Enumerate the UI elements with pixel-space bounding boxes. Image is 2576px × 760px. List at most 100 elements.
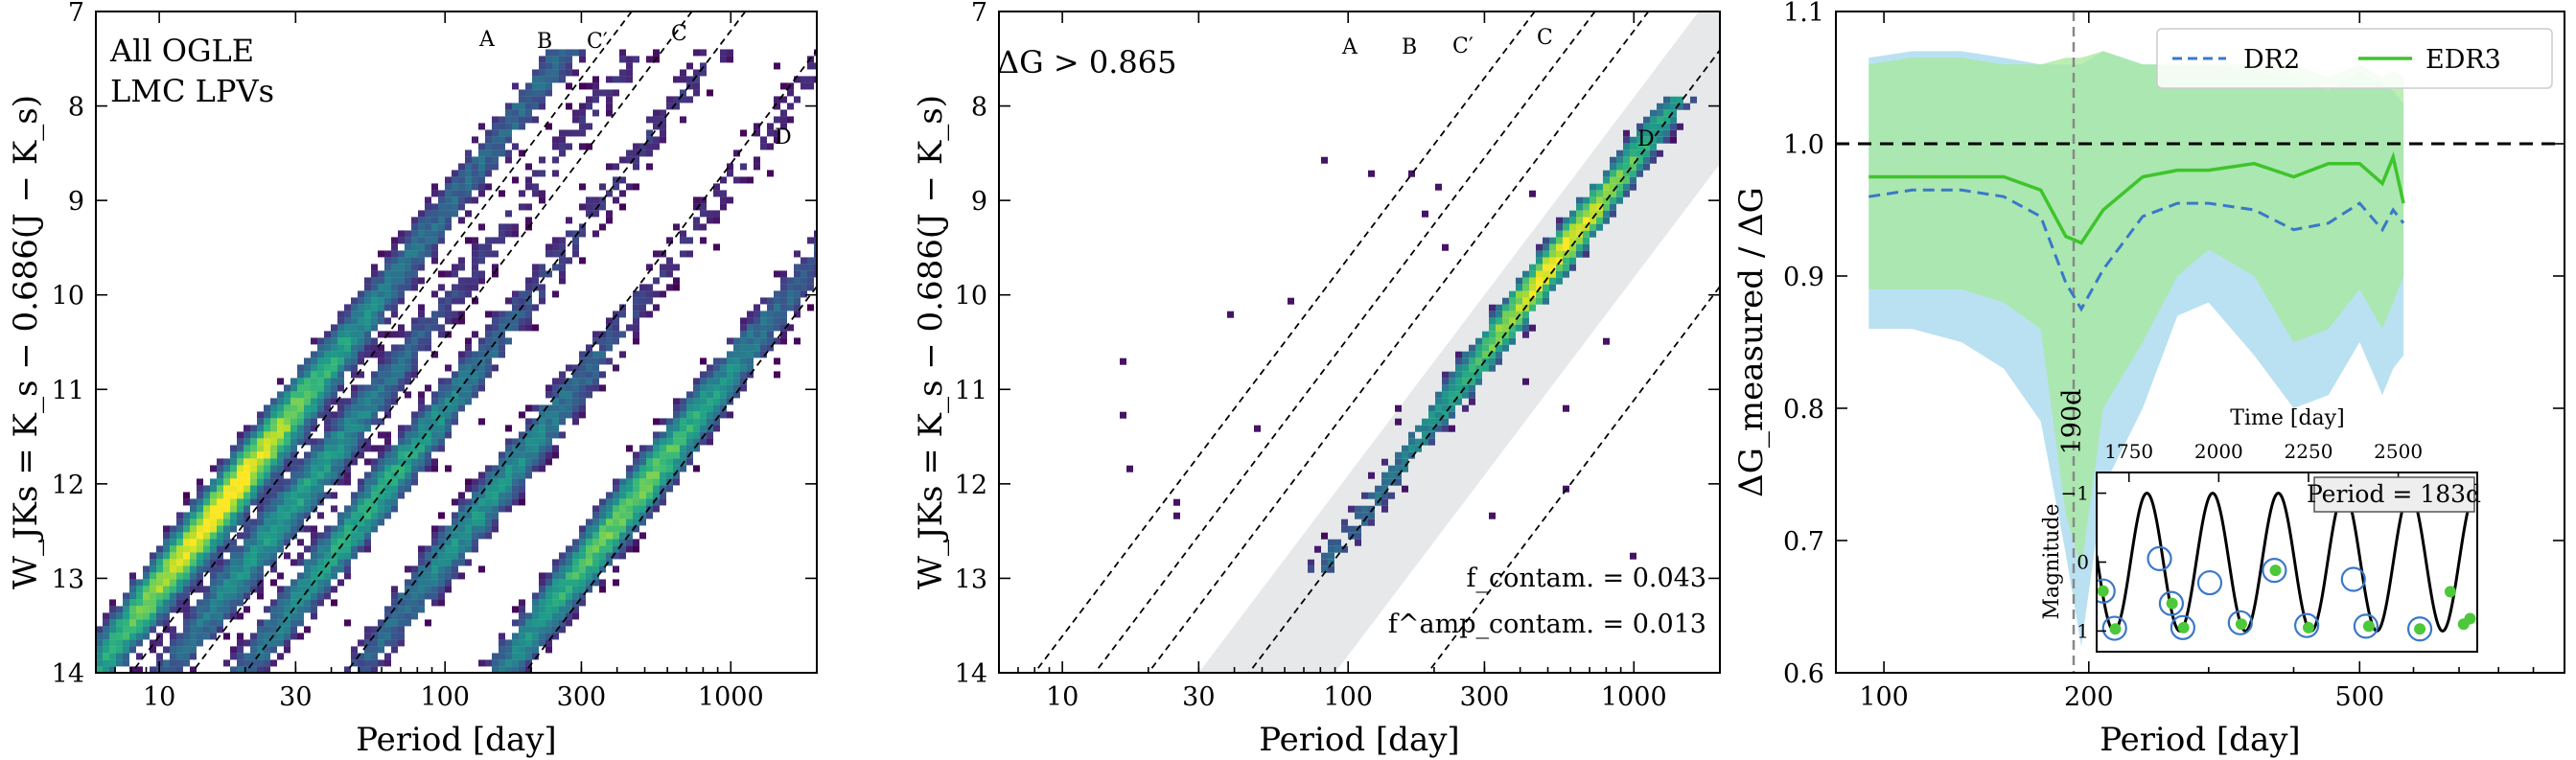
left-heatmap-cell xyxy=(485,518,492,526)
left-heatmap-cell xyxy=(552,156,559,164)
left-heatmap-cell xyxy=(190,505,197,513)
left-heatmap-cell xyxy=(559,76,566,83)
left-heatmap-cell xyxy=(566,56,572,63)
left-heatmap-cell xyxy=(572,612,579,620)
left-heatmap-cell xyxy=(613,498,619,506)
left-heatmap-cell xyxy=(324,451,331,459)
left-heatmap-cell xyxy=(452,284,458,291)
left-heatmap-cell xyxy=(525,633,532,640)
left-heatmap-cell xyxy=(545,82,552,90)
left-heatmap-cell xyxy=(646,478,653,486)
left-heatmap-cell xyxy=(720,384,727,392)
left-heatmap-cell xyxy=(613,552,619,560)
left-heatmap-cell xyxy=(197,498,203,506)
left-heatmap-cell xyxy=(438,378,445,385)
left-heatmap-cell xyxy=(223,465,230,472)
left-heatmap-cell xyxy=(579,579,586,587)
left-heatmap-cell xyxy=(364,297,371,305)
middle-heatmap-cell xyxy=(1368,518,1375,526)
middle-heatmap-cell xyxy=(1522,324,1529,332)
left-heatmap-cell xyxy=(666,458,673,466)
left-heatmap-cell xyxy=(425,384,431,392)
left-heatmap-cell xyxy=(223,606,230,613)
left-heatmap-cell xyxy=(250,552,257,560)
right-x-tick-label: 200 xyxy=(2064,682,2114,712)
left-heatmap-cell xyxy=(311,425,317,432)
left-heatmap-cell xyxy=(512,82,519,90)
left-heatmap-cell xyxy=(646,150,653,157)
left-heatmap-cell xyxy=(478,364,485,372)
left-heatmap-cell xyxy=(452,190,458,197)
left-heatmap-cell xyxy=(478,270,485,278)
left-heatmap-cell xyxy=(123,653,129,660)
middle-heatmap-cell xyxy=(1670,129,1677,137)
left-heatmap-cell xyxy=(492,150,499,157)
left-heatmap-cell xyxy=(277,639,284,647)
left-sequence-label-0: A xyxy=(478,28,496,52)
left-heatmap-cell xyxy=(633,498,639,506)
left-heatmap-cell xyxy=(733,371,740,379)
middle-heatmap-cell xyxy=(1368,505,1375,513)
middle-heatmap-cell xyxy=(1630,552,1636,560)
left-heatmap-cell xyxy=(264,606,270,613)
middle-heatmap-cell xyxy=(1549,284,1556,291)
left-heatmap-cell xyxy=(619,512,626,519)
left-heatmap-cell xyxy=(311,384,317,392)
left-heatmap-cell xyxy=(579,525,586,533)
left-heatmap-cell xyxy=(217,579,223,587)
left-heatmap-cell xyxy=(418,572,425,580)
middle-heatmap-cell xyxy=(1616,156,1623,164)
middle-heatmap-cell xyxy=(1643,136,1650,144)
left-heatmap-cell xyxy=(572,129,579,137)
left-heatmap-cell xyxy=(230,445,237,452)
left-heatmap-cell xyxy=(317,586,324,593)
left-heatmap-cell xyxy=(331,599,337,607)
left-heatmap-cell xyxy=(485,478,492,486)
left-heatmap-cell xyxy=(458,498,465,506)
left-heatmap-cell xyxy=(405,431,411,439)
left-sequence-lines xyxy=(130,12,817,673)
middle-heatmap-cell xyxy=(1596,210,1603,218)
middle-heatmap-cell xyxy=(1328,545,1334,553)
left-heatmap-cell xyxy=(197,492,203,499)
left-heatmap-cell xyxy=(223,659,230,667)
left-heatmap-cell xyxy=(244,458,250,466)
left-heatmap-cell xyxy=(552,290,559,298)
left-heatmap-cell xyxy=(358,297,364,305)
left-heatmap-cell xyxy=(485,525,492,533)
left-heatmap-cell xyxy=(277,425,284,432)
left-heatmap-cell xyxy=(284,606,290,613)
middle-heatmap-cell xyxy=(1657,123,1663,130)
left-heatmap-cell xyxy=(639,311,646,318)
left-heatmap-cell xyxy=(378,478,384,486)
left-heatmap-cell xyxy=(700,210,707,218)
left-heatmap-cell xyxy=(223,586,230,593)
left-heatmap-cell xyxy=(452,559,458,566)
middle-heatmap-cell xyxy=(1543,270,1549,278)
left-heatmap-cell xyxy=(317,438,324,446)
left-sequence-label-1: B xyxy=(537,30,552,54)
left-heatmap-cell xyxy=(398,472,405,479)
left-heatmap-cell xyxy=(378,639,384,647)
left-heatmap-cell xyxy=(364,518,371,526)
left-heatmap-cell xyxy=(277,465,284,472)
left-heatmap-cell xyxy=(264,559,270,566)
left-heatmap-cell xyxy=(210,512,217,519)
middle-heatmap-cell xyxy=(1489,344,1496,352)
left-heatmap-cell xyxy=(519,109,525,117)
left-heatmap-cell xyxy=(384,277,391,285)
left-heatmap-cell xyxy=(304,398,311,405)
left-heatmap-cell xyxy=(660,109,666,117)
left-heatmap-cell xyxy=(445,425,452,432)
middle-heatmap-cell xyxy=(1522,311,1529,318)
left-heatmap-cell xyxy=(445,378,452,385)
left-heatmap-cell xyxy=(592,364,599,372)
left-heatmap-cell xyxy=(425,552,431,560)
left-heatmap-cell xyxy=(492,317,499,325)
left-heatmap-cell xyxy=(418,458,425,466)
left-heatmap-cell xyxy=(364,646,371,654)
middle-heatmap-cell xyxy=(1536,297,1543,305)
left-heatmap-cell xyxy=(720,357,727,365)
left-heatmap-cell xyxy=(505,109,512,117)
left-heatmap-cell xyxy=(183,565,190,573)
